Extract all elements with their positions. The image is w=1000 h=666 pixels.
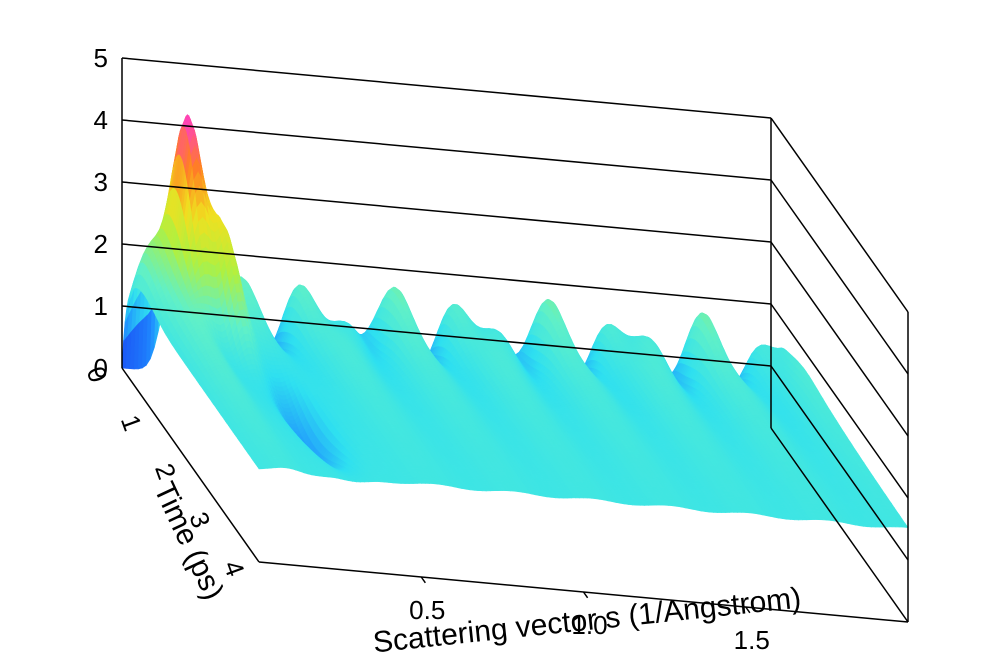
surface-mesh (121, 113, 909, 528)
